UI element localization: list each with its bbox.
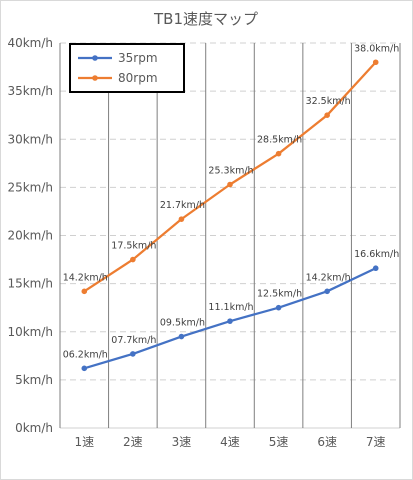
y-tick-label: 40km/h — [7, 36, 53, 50]
y-tick-label: 10km/h — [7, 325, 53, 339]
data-point — [372, 59, 379, 66]
y-tick-label: 5km/h — [15, 373, 53, 387]
data-label: 38.0km/h — [354, 43, 399, 54]
data-label: 06.2km/h — [63, 349, 108, 360]
data-point — [275, 304, 282, 311]
chart-title: TB1速度マップ — [153, 10, 258, 28]
series-80rpm: 14.2km/h 17.5km/h 21.7km/h 25.3km/h 28.5km/h… — [63, 43, 399, 295]
data-label: 17.5km/h — [111, 241, 156, 252]
x-tick-label: 5速 — [269, 435, 289, 449]
data-point — [324, 112, 330, 118]
data-label: 14.2km/h — [306, 272, 351, 283]
x-tick-label: 1速 — [74, 435, 94, 449]
legend-label: 80rpm — [118, 71, 158, 85]
data-label: 21.7km/h — [160, 200, 205, 211]
y-tick-label: 35km/h — [7, 84, 53, 98]
data-point — [227, 318, 233, 324]
data-label: 07.7km/h — [111, 335, 156, 346]
data-point — [178, 216, 185, 222]
legend-box — [69, 43, 185, 93]
data-label: 11.1km/h — [208, 302, 253, 313]
data-label: 25.3km/h — [208, 165, 253, 176]
data-point — [81, 288, 88, 295]
data-label: 09.5km/h — [160, 318, 205, 329]
grid-lines — [59, 42, 401, 429]
y-tick-label: 15km/h — [7, 277, 53, 291]
x-tick-label: 6速 — [317, 435, 337, 449]
data-label: 12.5km/h — [257, 289, 302, 300]
x-tick-label: 3速 — [172, 435, 192, 449]
y-tick-label: 0km/h — [15, 421, 53, 435]
data-label: 32.5km/h — [306, 96, 351, 107]
data-point — [178, 333, 185, 340]
series-35rpm: 06.2km/h07.7km/h 09.5km/h11.1km/h 12.5km/h… — [63, 249, 399, 372]
legend-label: 35rpm — [118, 51, 158, 65]
series-group: 06.2km/h07.7km/h 09.5km/h11.1km/h 12.5km/h… — [63, 43, 399, 372]
data-point — [130, 351, 136, 357]
x-tick-label: 2速 — [123, 435, 143, 449]
x-tick-label: 4速 — [220, 435, 240, 449]
legend-marker — [92, 55, 98, 61]
legend-marker — [92, 75, 98, 81]
data-point — [324, 288, 330, 295]
x-tick-label: 7速 — [366, 435, 386, 449]
data-point — [130, 256, 136, 263]
data-label: 16.6km/h — [354, 249, 399, 260]
data-label: 28.5km/h — [257, 135, 302, 146]
data-label: 14.2km/h — [63, 272, 108, 283]
y-axis-ticks: 0km/h 5km/h 10km/h 15km/h 20km/h 25km/h 30km/h… — [7, 36, 53, 435]
data-point — [275, 150, 282, 157]
y-tick-label: 30km/h — [7, 132, 53, 146]
y-tick-label: 20km/h — [7, 229, 53, 243]
x-axis-ticks: 1速 2速 3速 4速 5速 6速 7速 — [74, 435, 385, 449]
data-point — [372, 265, 379, 272]
y-tick-label: 25km/h — [7, 180, 53, 194]
legend: 35rpm 80rpm — [69, 43, 185, 93]
data-point — [81, 365, 88, 372]
data-point — [227, 181, 233, 188]
